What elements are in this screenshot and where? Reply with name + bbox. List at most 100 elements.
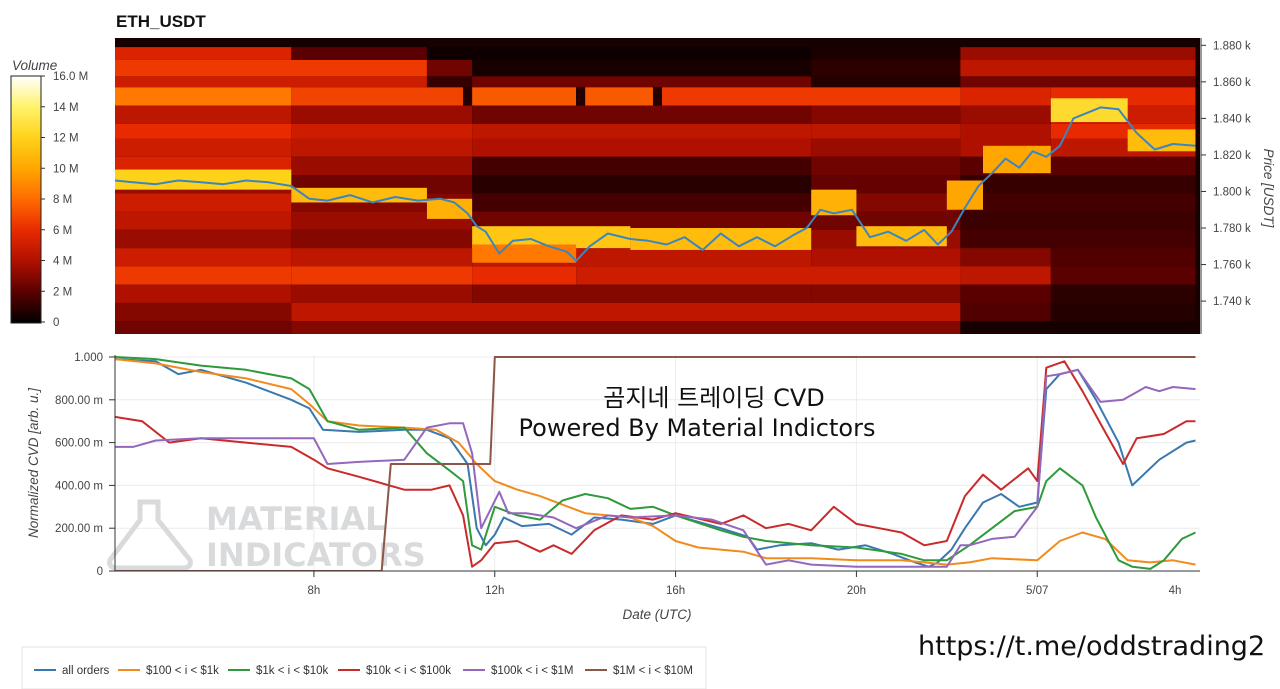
heatmap-cell <box>960 211 1196 230</box>
heatmap-y-tick-label: 1.780 k <box>1213 223 1251 235</box>
heatmap-cell <box>115 47 292 60</box>
cvd-x-tick-label: 4h <box>1169 585 1182 597</box>
heatmap-cell <box>472 175 812 194</box>
heatmap-cell <box>426 47 812 60</box>
heatmap-cell <box>960 175 1196 194</box>
heatmap-hot-cell <box>426 198 473 219</box>
heatmap-cell <box>463 87 473 106</box>
heatmap-cell <box>472 59 812 77</box>
heatmap-cell <box>1050 284 1196 303</box>
cvd-y-tick-label: 800.00 m <box>55 395 103 407</box>
heatmap-cell <box>811 284 961 303</box>
colorbar-tick-label: 16.0 M <box>53 71 88 83</box>
cvd-series-layer <box>115 356 1196 571</box>
heatmap-cell <box>1050 266 1196 285</box>
flask-icon <box>107 499 193 571</box>
heatmap-cell <box>115 284 292 303</box>
heatmap-hot-cell <box>1127 129 1196 152</box>
heatmap-cell <box>576 87 586 106</box>
heatmap-y-axis: 1.740 k 1.760 k 1.780 k 1.800 k 1.820 k 1.840… <box>1201 40 1251 308</box>
heatmap-cell <box>960 87 1051 106</box>
heatmap-cell <box>960 266 1051 285</box>
heatmap-cell <box>1050 302 1196 322</box>
heatmap-cell <box>115 321 292 334</box>
legend-item-label: $100k < i < $1M <box>491 665 573 677</box>
heatmap-cell <box>960 76 1196 88</box>
heatmap-cell <box>960 321 1196 334</box>
heatmap-hot-cell <box>946 180 983 210</box>
cvd-y-tick-label: 600.00 m <box>55 438 103 450</box>
heatmap-y-tick-label: 1.860 k <box>1213 77 1251 89</box>
legend-item-label: all orders <box>62 665 110 677</box>
heatmap-cell <box>472 211 812 230</box>
cvd-plot-area <box>115 355 1200 571</box>
heatmap-hot-cell <box>1050 98 1128 123</box>
heatmap-y-tick-label: 1.840 k <box>1213 113 1251 125</box>
heatmap-cell <box>115 266 292 285</box>
heatmap-cell <box>472 284 812 303</box>
cvd-y-axis-label: Normalized CVD [arb. u.] <box>26 387 41 538</box>
heatmap-cell <box>291 156 473 176</box>
heatmap-y-tick-label: 1.760 k <box>1213 260 1251 272</box>
heatmap-cell <box>115 229 292 249</box>
overlay-title: 곰지네 트레이딩 CVD <box>603 384 824 412</box>
heatmap-y-tick-label: 1.800 k <box>1213 186 1251 198</box>
heatmap-cell <box>472 105 812 124</box>
heatmap-cell <box>291 138 473 157</box>
heatmap-cell <box>811 47 961 60</box>
heatmap-cell <box>576 266 961 285</box>
heatmap-cell <box>811 76 961 88</box>
heatmap-cell <box>115 87 292 106</box>
heatmap-cell <box>291 284 473 303</box>
cvd-x-axis: 8h 12h 16h 20h 5/07 4h <box>308 571 1182 597</box>
heatmap-cell <box>811 105 961 124</box>
heatmap-cell <box>960 123 1051 139</box>
heatmap-title: ETH_USDT <box>116 12 206 31</box>
legend-item-label: $1M < i < $10M <box>613 665 693 677</box>
heatmap-cell <box>115 59 427 77</box>
watermark-line2: INDICATORS <box>206 536 426 574</box>
heatmap-cell <box>291 105 473 124</box>
telegram-link[interactable]: https://t.me/oddstrading2 <box>918 631 1265 662</box>
heatmap-cell <box>811 175 961 194</box>
colorbar-tick-label: 6 M <box>53 225 72 237</box>
legend-item-label: $1k < i < $10k <box>256 665 328 677</box>
heatmap-cell <box>472 138 812 157</box>
heatmap-cell <box>472 76 812 88</box>
heatmap-cell <box>291 123 473 139</box>
heatmap-cell <box>811 138 961 157</box>
heatmap-cell <box>960 229 1196 249</box>
heatmap-cell <box>115 105 292 124</box>
heatmap-hot-cell <box>983 145 1051 174</box>
heatmap-hot-cell <box>115 169 292 190</box>
heatmap-cell <box>426 76 473 88</box>
colorbar-tick-label: 0 <box>53 317 59 329</box>
heatmap-cells <box>115 47 1196 334</box>
heatmap-y-tick-label: 1.740 k <box>1213 296 1251 308</box>
legend-item-label: $10k < i < $100k <box>366 665 451 677</box>
heatmap-hot-cell <box>291 187 427 203</box>
heatmap-cell <box>960 47 1196 60</box>
cvd-x-tick-label: 5/07 <box>1026 585 1048 597</box>
heatmap-cell <box>652 87 663 106</box>
price-line <box>115 106 1196 262</box>
heatmap-cell <box>472 123 812 139</box>
heatmap-cell <box>960 248 1051 267</box>
cvd-x-tick-label: 16h <box>666 585 685 597</box>
cvd-series-line <box>115 368 1196 568</box>
heatmap-cell <box>291 87 464 106</box>
heatmap-cell <box>291 248 473 267</box>
heatmap-cell <box>291 302 961 322</box>
heatmap-hot-cell <box>472 244 577 263</box>
heatmap-cell <box>472 156 812 176</box>
cvd-x-axis-label: Date (UTC) <box>622 607 691 622</box>
heatmap-y-tick-label: 1.820 k <box>1213 150 1251 162</box>
price-line-layer <box>115 106 1196 262</box>
heatmap-cell <box>960 193 1196 212</box>
colorbar-tick-label: 10 M <box>53 163 79 175</box>
legend-box <box>21 646 707 689</box>
heatmap-cell <box>960 302 1051 322</box>
cvd-x-tick-label: 12h <box>485 585 504 597</box>
heatmap-cell <box>472 266 577 285</box>
